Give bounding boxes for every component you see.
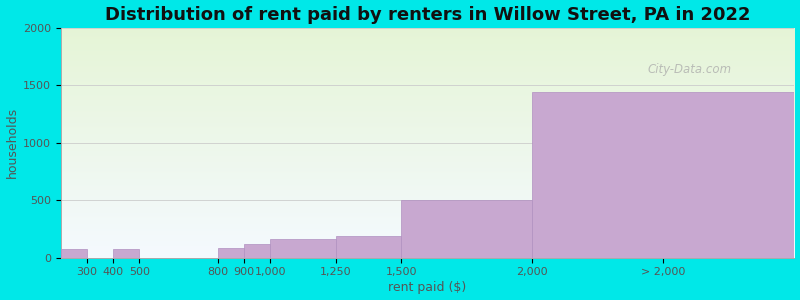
- Bar: [218, 248, 244, 258]
- Bar: [61, 249, 86, 258]
- X-axis label: rent paid ($): rent paid ($): [388, 281, 466, 294]
- Bar: [244, 244, 270, 258]
- Y-axis label: households: households: [6, 107, 18, 178]
- Bar: [402, 200, 532, 258]
- Bar: [270, 239, 336, 258]
- Text: City-Data.com: City-Data.com: [648, 63, 732, 76]
- Bar: [336, 236, 402, 258]
- Title: Distribution of rent paid by renters in Willow Street, PA in 2022: Distribution of rent paid by renters in …: [105, 6, 750, 24]
- Bar: [532, 92, 794, 258]
- Bar: [113, 249, 139, 258]
